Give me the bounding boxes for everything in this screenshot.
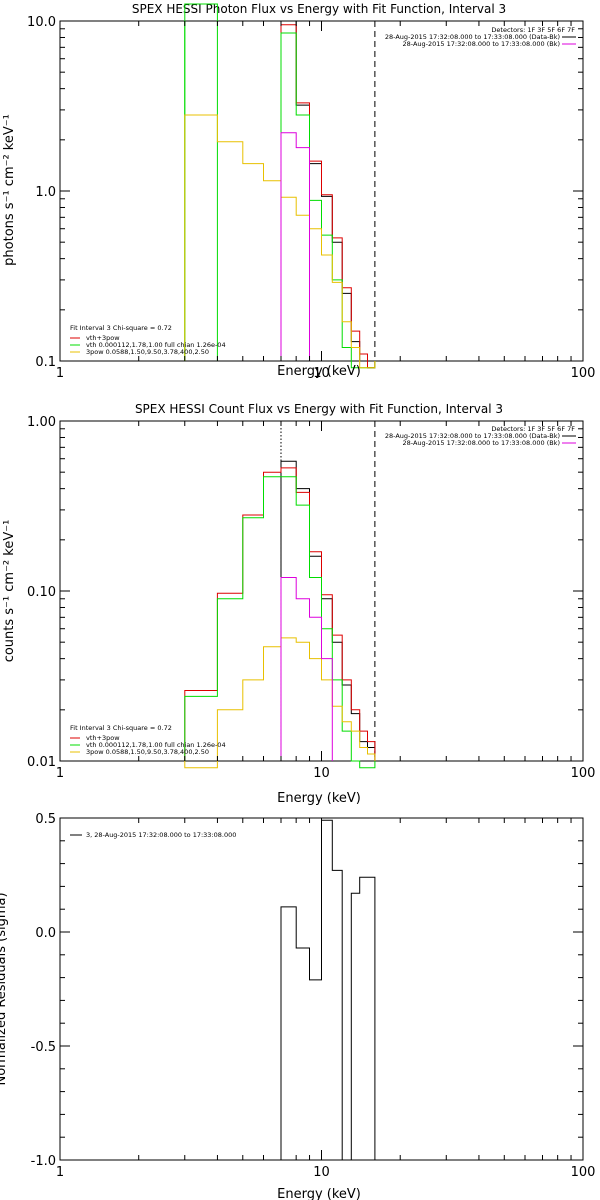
y-tick-labels: 0.01 0.10 1.00 — [27, 415, 56, 770]
x-tick-labels: 1 10 100 — [56, 766, 596, 781]
x-tick-label: 10 — [313, 766, 330, 781]
legend-entry-label: 28-Aug-2015 17:32:08.000 to 17:33:08.000… — [385, 432, 560, 440]
data-series: 28-Aug-2015 17:32:08.000 to 17:33:08.000… — [184, 460, 376, 769]
legend-bottom-left: Fit Interval 3 Chi-square = 0.72 vth+3po… — [70, 724, 226, 756]
y-tick-label: -0.5 — [31, 1040, 56, 1055]
legend-bottom-left: Fit Interval 3 Chi-square = 0.72 vth+3po… — [70, 324, 226, 356]
legend-entry-label: 3pow 0.0588,1.50,9.50,3.78,400,2.50 — [86, 348, 209, 356]
series-line: 28-Aug-2015 17:32:08.000 to 17:33:08.000… — [280, 577, 333, 761]
legend-entry-label: vth 0.000112,1.78,1.00 full chian 1.26e-… — [86, 341, 226, 349]
series-line: 3pow 0.0588,1.50,9.50,3.78,400,2.50 — [184, 114, 376, 369]
series-line: 28-Aug-2015 17:32:08.000 to 17:33:08.000… — [280, 132, 310, 361]
detector-label: Detectors: 1F 3F 5F 6F 7F — [491, 425, 575, 433]
axes-ticks — [59, 420, 584, 762]
x-axis-label: Energy (keV) — [277, 1187, 361, 1200]
count-flux-panel: SPEX HESSI Count Flux vs Energy with Fit… — [2, 402, 595, 806]
x-axis-label: Energy (keV) — [277, 364, 361, 379]
legend-entry-label: 3pow 0.0588,1.50,9.50,3.78,400,2.50 — [86, 748, 209, 756]
fit-label: Fit Interval 3 Chi-square = 0.72 — [70, 724, 172, 732]
data-series: 28-Aug-2015 17:32:08.000 to 17:33:08.000… — [184, 3, 376, 369]
x-tick-label: 10 — [313, 366, 330, 381]
series-line: 3pow 0.0588,1.50,9.50,3.78,400,2.50 — [184, 637, 376, 769]
x-tick-labels: 1 10 100 — [56, 366, 596, 381]
data-series: 3, 28-Aug-2015 17:32:08.000 to 17:33:08.… — [280, 819, 376, 1161]
y-axis-label: Normalized Residuals (sigma) — [0, 892, 9, 1085]
series-line: vth 0.000112,1.78,1.00 full chian 1.26e-… — [184, 3, 376, 369]
reference-lines — [280, 421, 376, 761]
photon-flux-panel: SPEX HESSI Photon Flux vs Energy with Fi… — [2, 2, 595, 381]
x-tick-label: 100 — [571, 1165, 596, 1180]
legend-entry-label: 28-Aug-2015 17:32:08.000 to 17:33:08.000… — [403, 40, 560, 48]
x-tick-label: 100 — [571, 766, 596, 781]
legend-entry-label: vth 0.000112,1.78,1.00 full chian 1.26e-… — [86, 741, 226, 749]
x-tick-label: 1 — [56, 366, 64, 381]
x-tick-label: 1 — [56, 766, 64, 781]
axes-ticks — [59, 817, 584, 1161]
legend-entry-label: vth+3pow — [86, 334, 120, 342]
series-line: vth 0.000112,1.78,1.00 full chian 1.26e-… — [184, 476, 376, 769]
reference-lines — [184, 21, 376, 361]
series-line: vth+3pow — [184, 467, 376, 761]
legend-top-right: 28-Aug-2015 17:32:08.000 to 17:33:08.000… — [385, 432, 576, 447]
legend-entry-label: 28-Aug-2015 17:32:08.000 to 17:33:08.000… — [385, 33, 560, 41]
legend-entry-label: 28-Aug-2015 17:32:08.000 to 17:33:08.000… — [403, 439, 560, 447]
chart-title: SPEX HESSI Count Flux vs Energy with Fit… — [135, 402, 503, 416]
series-line: 28-Aug-2015 17:32:08.000 to 17:33:08.000… — [280, 20, 376, 369]
axes-ticks — [59, 20, 584, 362]
y-tick-labels: 0.1 1.0 10.0 — [27, 15, 56, 370]
y-axis-label: photons s⁻¹ cm⁻² keV⁻¹ — [2, 114, 17, 266]
y-tick-label: 0.0 — [35, 926, 56, 941]
legend-top-left: 3, 28-Aug-2015 17:32:08.000 to 17:33:08.… — [70, 831, 236, 839]
fit-label: Fit Interval 3 Chi-square = 0.72 — [70, 324, 172, 332]
y-tick-label: -1.0 — [31, 1154, 56, 1169]
x-tick-labels: 1 10 100 — [56, 1165, 596, 1180]
legend-entry-label: vth+3pow — [86, 734, 120, 742]
legend-entry-label: 3, 28-Aug-2015 17:32:08.000 to 17:33:08.… — [86, 831, 236, 839]
x-tick-label: 100 — [571, 366, 596, 381]
series-line: vth+3pow — [280, 24, 376, 369]
x-tick-label: 10 — [313, 1165, 330, 1180]
x-axis-label: Energy (keV) — [277, 791, 361, 806]
series-line: 3, 28-Aug-2015 17:32:08.000 to 17:33:08.… — [280, 819, 376, 1161]
y-tick-labels: -1.0 -0.5 0.0 0.5 — [31, 812, 56, 1169]
legend-top-right: 28-Aug-2015 17:32:08.000 to 17:33:08.000… — [385, 33, 576, 48]
chart-title: SPEX HESSI Photon Flux vs Energy with Fi… — [132, 2, 506, 16]
y-tick-label: 0.10 — [27, 585, 56, 600]
y-axis-label: counts s⁻¹ cm⁻² keV⁻¹ — [2, 520, 17, 663]
x-tick-label: 1 — [56, 1165, 64, 1180]
y-tick-label: 0.1 — [35, 355, 56, 370]
y-tick-label: 1.0 — [35, 185, 56, 200]
detector-label: Detectors: 1F 3F 5F 6F 7F — [491, 26, 575, 34]
y-tick-label: 10.0 — [27, 15, 56, 30]
y-tick-label: 0.01 — [27, 755, 56, 770]
y-tick-label: 0.5 — [35, 812, 56, 827]
series-line: 28-Aug-2015 17:32:08.000 to 17:33:08.000… — [280, 460, 376, 761]
residuals-panel: 3, 28-Aug-2015 17:32:08.000 to 17:33:08.… — [0, 812, 595, 1200]
y-tick-label: 1.00 — [27, 415, 56, 430]
